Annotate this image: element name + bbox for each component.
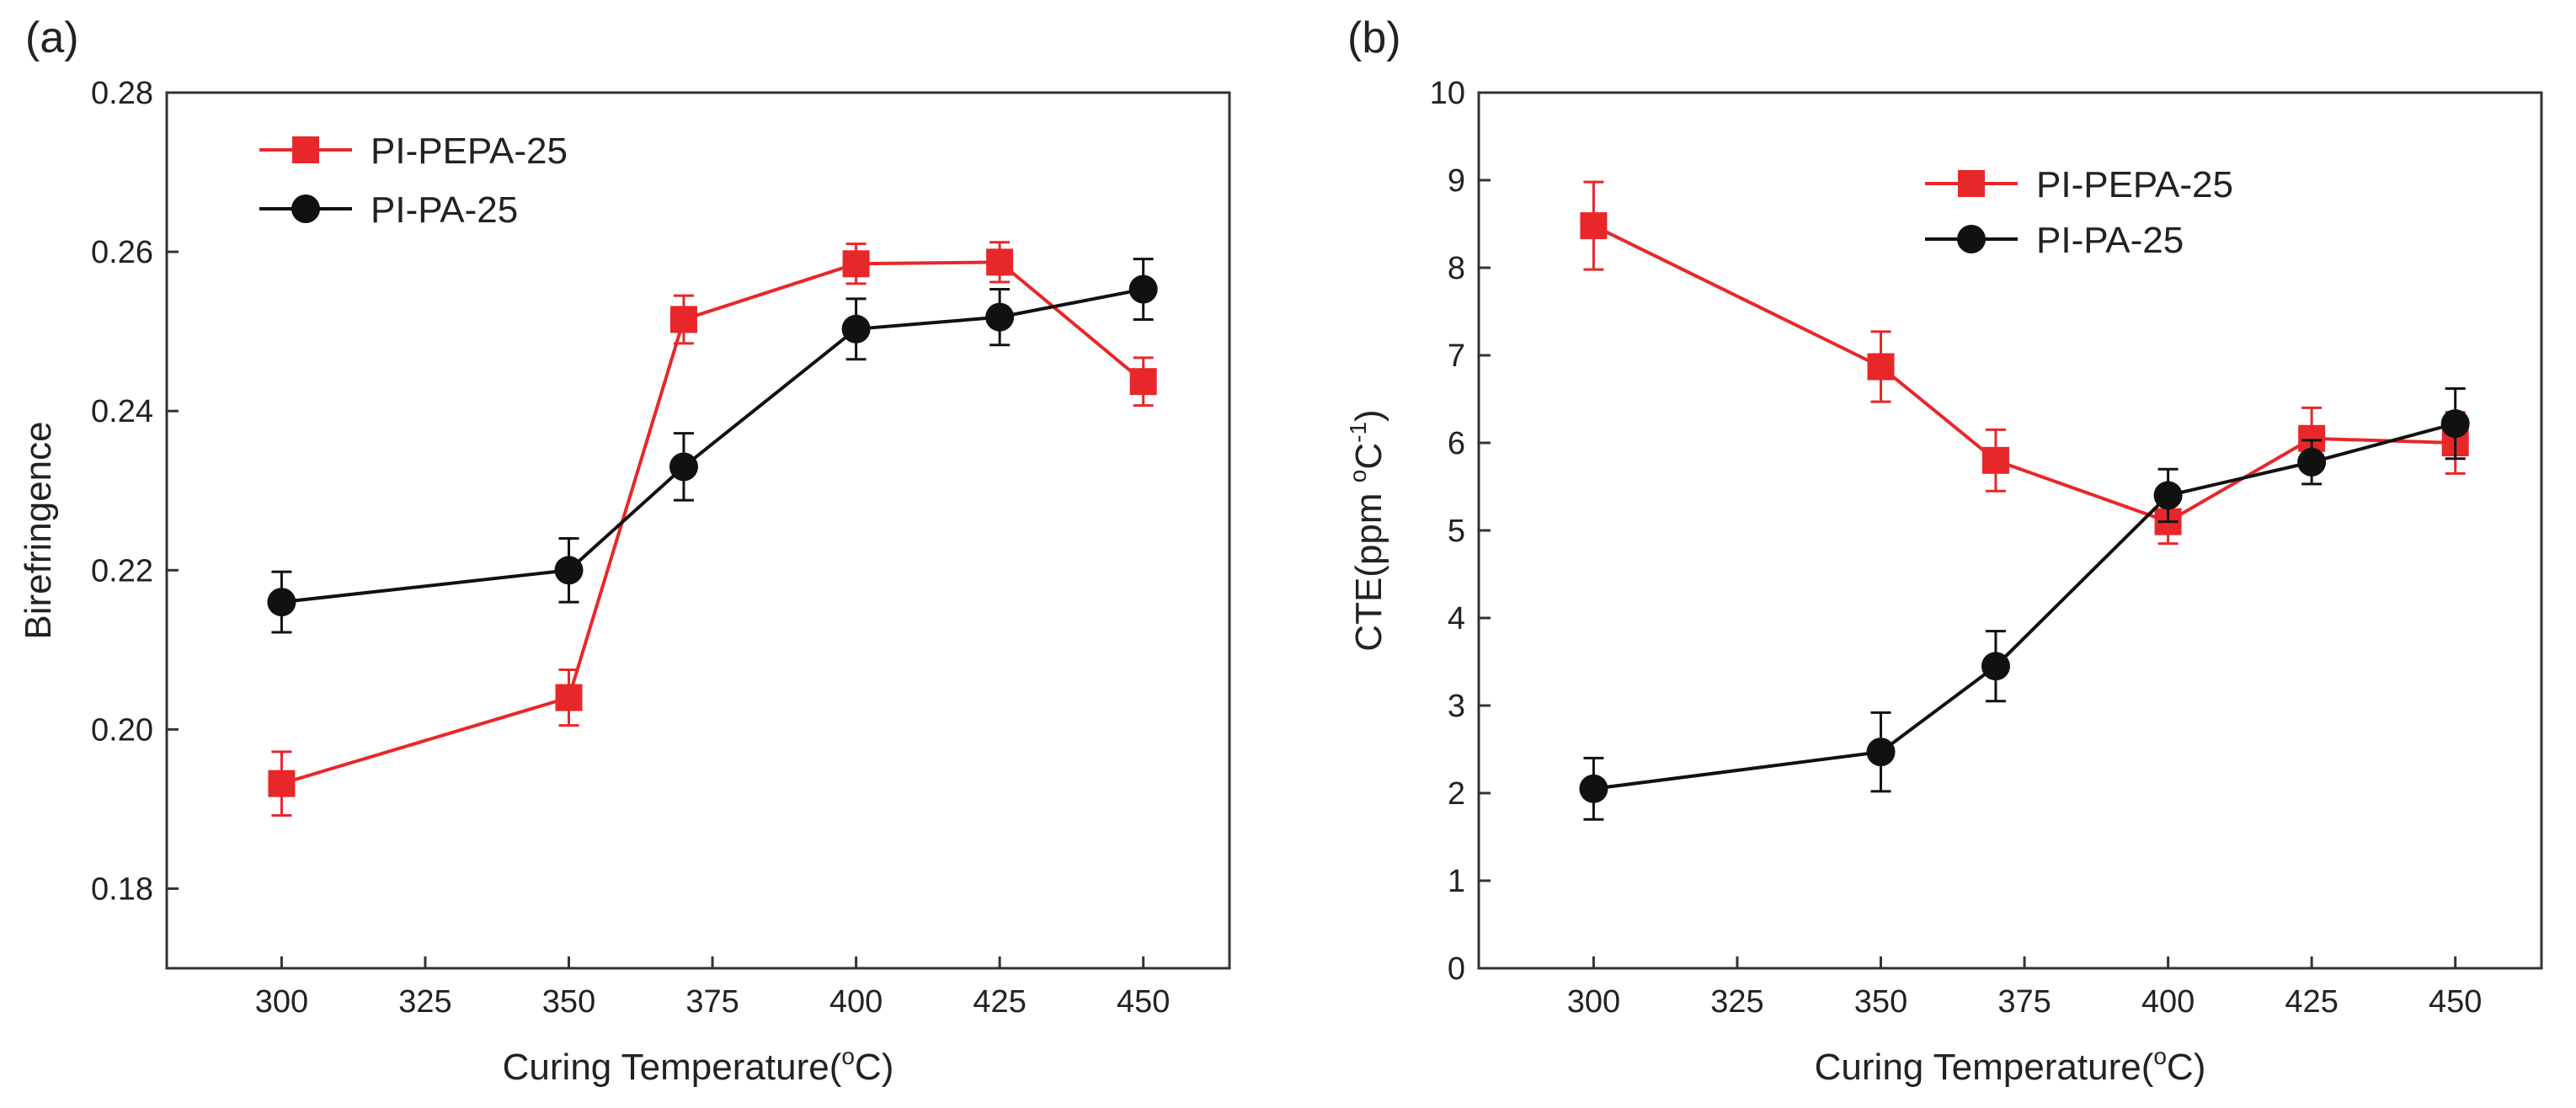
y-tick-label: 0.20	[91, 712, 153, 748]
y-tick-label: 1	[1448, 864, 1465, 899]
y-tick-label: 0.26	[91, 235, 153, 270]
legend-pepa-marker	[292, 136, 319, 163]
panel-b: (b) 300 325 350 375 400 425 450 0 1 2 3 4 5 6 7 8 9 10 PI…	[1345, 13, 2543, 1088]
series-pi-pa-25	[1579, 387, 2470, 821]
panel-a-plot-area	[165, 91, 1231, 970]
series-pi-pa-25	[267, 258, 1158, 634]
y-tick-label: 6	[1448, 426, 1465, 461]
x-tick-label: 325	[1710, 984, 1763, 1020]
data-point-circle	[1128, 274, 1158, 304]
data-point-circle	[267, 588, 296, 617]
y-tick-label: 8	[1448, 251, 1465, 286]
data-point-circle	[1579, 774, 1608, 803]
panel-b-legend: PI-PEPA-25 PI-PA-25	[1925, 164, 2233, 261]
x-tick-label: 375	[1997, 984, 2051, 1020]
legend-pepa-label: PI-PEPA-25	[371, 131, 568, 172]
series-pi-pepa-25	[1580, 180, 2469, 546]
y-tick-label: 7	[1448, 338, 1465, 374]
series-line	[1592, 224, 2456, 524]
x-tick-label: 450	[2429, 984, 2482, 1020]
y-tick-label: 3	[1448, 689, 1465, 724]
panel-b-ticks: 300 325 350 375 400 425 450 0 1 2 3 4 5 6 7 8 9 10	[1430, 76, 2483, 1020]
legend-pa-marker	[1957, 225, 1986, 253]
x-tick-label: 300	[255, 984, 308, 1020]
data-point-square	[669, 306, 697, 333]
legend-pa-label: PI-PA-25	[2036, 220, 2184, 261]
x-tick-label: 300	[1567, 984, 1620, 1020]
panel-a-legend: PI-PEPA-25 PI-PA-25	[259, 131, 568, 231]
legend-pa-marker	[291, 194, 320, 223]
y-tick-label: 0.22	[91, 553, 153, 589]
y-tick-label: 5	[1448, 514, 1465, 549]
series-line	[1593, 422, 2456, 791]
panel-a-series	[267, 241, 1158, 817]
data-point-square	[555, 684, 583, 711]
legend-pa-label: PI-PA-25	[371, 189, 518, 231]
data-point-circle	[841, 314, 871, 344]
legend-pepa-marker	[1958, 170, 1985, 197]
series-line	[281, 287, 1144, 605]
data-point-square	[1867, 353, 1895, 381]
data-point-circle	[1866, 738, 1896, 767]
panel-a-ticks: 300 325 350 375 400 425 450 0.18 0.20 0.22 0.24 0.2…	[91, 76, 1170, 1020]
panel-b-x-title: Curing Temperature(oC)	[1815, 1043, 2206, 1088]
x-tick-label: 350	[1854, 984, 1907, 1020]
y-tick-label: 0.28	[91, 76, 153, 111]
x-tick-label: 400	[829, 984, 883, 1020]
panel-a-label: (a)	[25, 13, 79, 62]
x-tick-label: 400	[2141, 984, 2195, 1020]
data-point-square	[1981, 446, 2009, 474]
series-line	[280, 260, 1144, 786]
panel-b-y-title: CTE(ppm oC-1)	[1345, 409, 1389, 651]
y-tick-label: 0.24	[91, 394, 153, 429]
panel-a-x-title: Curing Temperature(oC)	[503, 1043, 894, 1088]
y-tick-label: 9	[1448, 163, 1465, 199]
panel-a: (a) 300 325 350 375 400 425 450 0.18 0.20 0.22 0.2…	[18, 13, 1231, 1088]
series-pi-pepa-25	[268, 241, 1157, 817]
x-tick-label: 425	[973, 984, 1026, 1020]
y-tick-label: 0	[1448, 951, 1465, 987]
data-point-circle	[2153, 481, 2183, 510]
x-tick-label: 325	[398, 984, 451, 1020]
data-point-square	[1580, 212, 1608, 240]
data-point-circle	[554, 556, 584, 585]
legend-pepa-label: PI-PEPA-25	[2036, 164, 2233, 205]
data-point-square	[986, 248, 1014, 276]
y-tick-label: 2	[1448, 776, 1465, 812]
data-point-circle	[2297, 447, 2327, 477]
data-point-square	[842, 250, 870, 278]
x-tick-label: 350	[542, 984, 595, 1020]
y-tick-label: 4	[1448, 601, 1465, 637]
data-point-circle	[1981, 652, 2010, 681]
data-point-circle	[669, 452, 698, 482]
data-point-circle	[2440, 409, 2470, 439]
panel-b-series	[1579, 180, 2470, 821]
data-point-circle	[985, 302, 1015, 332]
x-tick-label: 425	[2285, 984, 2338, 1020]
panel-a-y-title: Birefringence	[18, 421, 59, 639]
data-point-square	[268, 770, 296, 797]
x-tick-label: 450	[1117, 984, 1170, 1020]
x-tick-label: 375	[685, 984, 739, 1020]
panel-b-plot-area	[1477, 91, 2543, 970]
panel-b-label: (b)	[1347, 13, 1401, 62]
y-tick-label: 0.18	[91, 871, 153, 907]
data-point-square	[1129, 368, 1157, 396]
y-tick-label: 10	[1430, 76, 1465, 111]
